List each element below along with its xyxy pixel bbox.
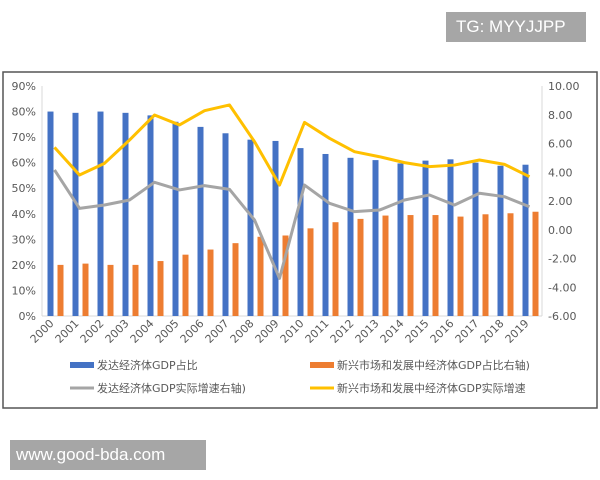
bar-developed-share — [472, 162, 479, 316]
right-tick-label: 8.00 — [548, 109, 573, 122]
right-tick-label: 0.00 — [548, 224, 573, 237]
legend-swatch — [70, 362, 94, 368]
right-tick-label: -4.00 — [548, 281, 576, 294]
bar-emerging-share — [382, 215, 389, 316]
bar-developed-share — [147, 115, 154, 316]
bar-developed-share — [72, 112, 79, 316]
bar-developed-share — [222, 133, 229, 316]
right-tick-label: 6.00 — [548, 138, 573, 151]
line-emerging-growth — [53, 103, 531, 187]
left-tick-label: 60% — [12, 157, 36, 170]
legend-label: 新兴市场和发展中经济体GDP实际增速 — [337, 381, 526, 395]
bar-developed-share — [397, 163, 404, 316]
right-tick-label: -6.00 — [548, 310, 576, 323]
bar-emerging-share — [357, 218, 364, 316]
watermark-top: TG: MYYJJPP — [446, 12, 586, 42]
bar-developed-share — [447, 159, 454, 316]
bar-developed-share — [297, 148, 304, 316]
bar-developed-share — [272, 140, 279, 316]
left-tick-label: 50% — [12, 182, 36, 195]
bar-emerging-share — [232, 243, 239, 316]
right-tick-label: -2.00 — [548, 253, 576, 266]
bar-emerging-share — [532, 211, 539, 316]
bar-emerging-share — [332, 222, 339, 316]
bar-developed-share — [322, 153, 329, 316]
bar-developed-share — [347, 157, 354, 316]
bar-emerging-share — [432, 215, 439, 316]
bar-emerging-share — [132, 264, 139, 316]
right-tick-label: 10.00 — [548, 80, 580, 93]
right-tick-label: 4.00 — [548, 166, 573, 179]
left-tick-label: 30% — [12, 233, 36, 246]
bar-developed-share — [372, 160, 379, 316]
bar-developed-share — [122, 112, 129, 316]
bar-emerging-share — [57, 264, 64, 316]
left-tick-label: 40% — [12, 208, 36, 221]
right-tick-label: 2.00 — [548, 195, 573, 208]
left-tick-label: 80% — [12, 106, 36, 119]
bar-emerging-share — [157, 261, 164, 316]
legend-swatch — [310, 362, 334, 368]
bar-developed-share — [47, 111, 54, 316]
bar-developed-share — [422, 160, 429, 316]
bar-developed-share — [522, 164, 529, 316]
bar-emerging-share — [457, 216, 464, 316]
bar-emerging-share — [207, 249, 214, 316]
bar-developed-share — [197, 126, 204, 316]
legend-label: 发达经济体GDP实际增速右轴) — [97, 381, 246, 395]
bar-emerging-share — [482, 214, 489, 316]
left-tick-label: 20% — [12, 259, 36, 272]
bar-emerging-share — [407, 215, 414, 316]
left-tick-label: 10% — [12, 284, 36, 297]
left-tick-label: 90% — [12, 80, 36, 93]
bar-emerging-share — [282, 235, 289, 316]
watermark-bottom: www.good-bda.com — [10, 440, 206, 470]
bar-emerging-share — [307, 228, 314, 316]
bar-developed-share — [247, 139, 254, 316]
bar-developed-share — [497, 165, 504, 316]
left-tick-label: 70% — [12, 131, 36, 144]
line-developed-growth — [53, 169, 531, 280]
bar-emerging-share — [82, 263, 89, 316]
bar-emerging-share — [182, 254, 189, 316]
left-tick-label: 0% — [19, 310, 36, 323]
legend-label: 新兴市场和发展中经济体GDP占比右轴) — [337, 358, 530, 372]
bar-emerging-share — [107, 264, 114, 316]
legend-label: 发达经济体GDP占比 — [97, 358, 198, 372]
bar-emerging-share — [507, 213, 514, 316]
bar-developed-share — [97, 111, 104, 316]
bar-developed-share — [172, 121, 179, 317]
bar-emerging-share — [257, 236, 264, 316]
